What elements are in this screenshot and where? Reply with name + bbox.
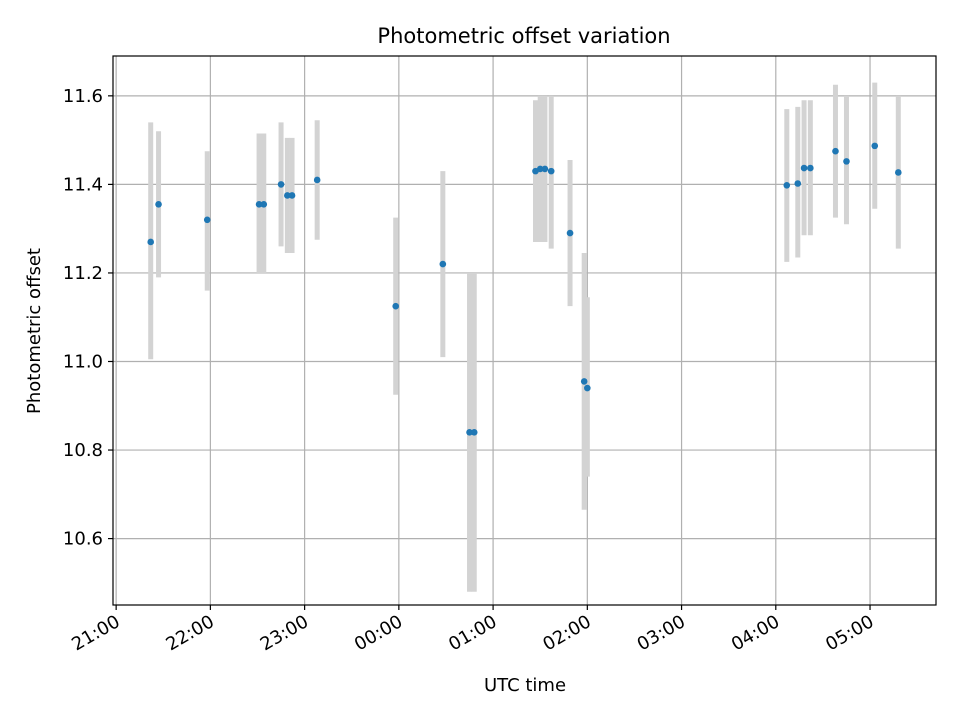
data-point <box>284 192 291 199</box>
data-point <box>566 229 574 237</box>
data-point <box>794 180 802 187</box>
y-axis: 10.6 10.8 11.0 11.2 11.4 11.6 <box>63 86 113 550</box>
data-points <box>147 142 902 436</box>
data-point <box>800 164 808 172</box>
y-tick-label: 11.0 <box>63 351 103 372</box>
data-point <box>288 192 296 199</box>
plot-frame <box>112 55 937 606</box>
data-point <box>255 201 263 208</box>
y-tick-label: 11.6 <box>63 86 103 107</box>
data-point <box>832 147 839 155</box>
data-point <box>547 167 555 175</box>
data-point <box>807 164 814 172</box>
data-point <box>313 176 321 184</box>
y-axis-label: Photometric offset <box>24 248 45 414</box>
data-point <box>843 158 850 165</box>
data-point <box>147 238 154 246</box>
data-point <box>536 165 544 173</box>
data-point <box>871 142 879 150</box>
data-point <box>277 181 285 188</box>
data-point <box>783 181 791 189</box>
y-tick-label: 10.6 <box>63 529 103 550</box>
data-point <box>466 429 473 436</box>
data-point <box>260 201 268 208</box>
data-point <box>203 216 211 224</box>
y-tick-label: 10.8 <box>63 440 103 461</box>
data-point <box>470 429 478 436</box>
data-point <box>584 384 591 392</box>
data-point <box>895 169 902 176</box>
x-axis-label: UTC time <box>484 675 566 696</box>
data-point <box>155 201 162 208</box>
data-point <box>392 302 400 310</box>
y-tick-label: 11.4 <box>63 174 103 195</box>
data-point <box>580 378 588 385</box>
chart-title: Photometric offset variation <box>377 24 670 48</box>
data-point <box>439 260 447 268</box>
data-point <box>541 165 549 173</box>
y-tick-label: 11.2 <box>63 263 103 284</box>
